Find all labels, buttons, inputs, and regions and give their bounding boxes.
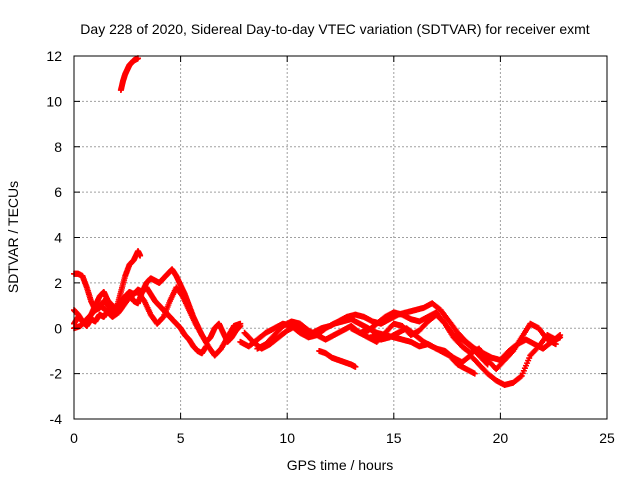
y-axis-label: SDTVAR / TECUs [5,181,21,293]
y-tick-label: 12 [46,48,62,64]
data-point-marker [557,332,564,339]
x-tick-label: 15 [386,430,402,446]
data-point-marker [552,341,559,348]
y-tick-label: -4 [50,411,63,427]
y-tick-label: 6 [54,184,62,200]
series-trace-5 [117,55,141,94]
y-tick-label: 10 [46,93,62,109]
data-point-marker [483,360,490,367]
x-tick-label: 0 [70,430,78,446]
x-tick-label: 25 [599,430,615,446]
series-trace-9 [316,347,359,370]
data-point-marker [237,320,244,327]
data-point-marker [352,363,359,370]
y-tick-label: 8 [54,139,62,155]
grid-lines [74,56,607,419]
y-tick-label: 0 [54,320,62,336]
x-tick-label: 20 [493,430,509,446]
data-point-marker [471,370,478,377]
x-axis-label: GPS time / hours [287,457,394,473]
series-trace-10 [348,309,491,368]
data-point-marker [137,252,144,259]
x-tick-label: 10 [279,430,295,446]
y-tick-label: 2 [54,275,62,291]
data-point-marker [556,332,563,339]
chart-title: Day 228 of 2020, Sidereal Day-to-day VTE… [80,21,589,37]
y-tick-label: 4 [54,230,62,246]
data-point-marker [517,373,524,380]
y-tick-label: -2 [50,366,63,382]
x-tick-label: 5 [177,430,185,446]
series-trace-11 [369,325,478,377]
axis-ticks: 0 5 10 15 20 25 -4 -2 0 2 4 6 8 10 12 [46,48,615,446]
series-trace-4 [71,284,244,359]
data-markers [71,55,564,388]
data-point-marker [484,361,491,368]
